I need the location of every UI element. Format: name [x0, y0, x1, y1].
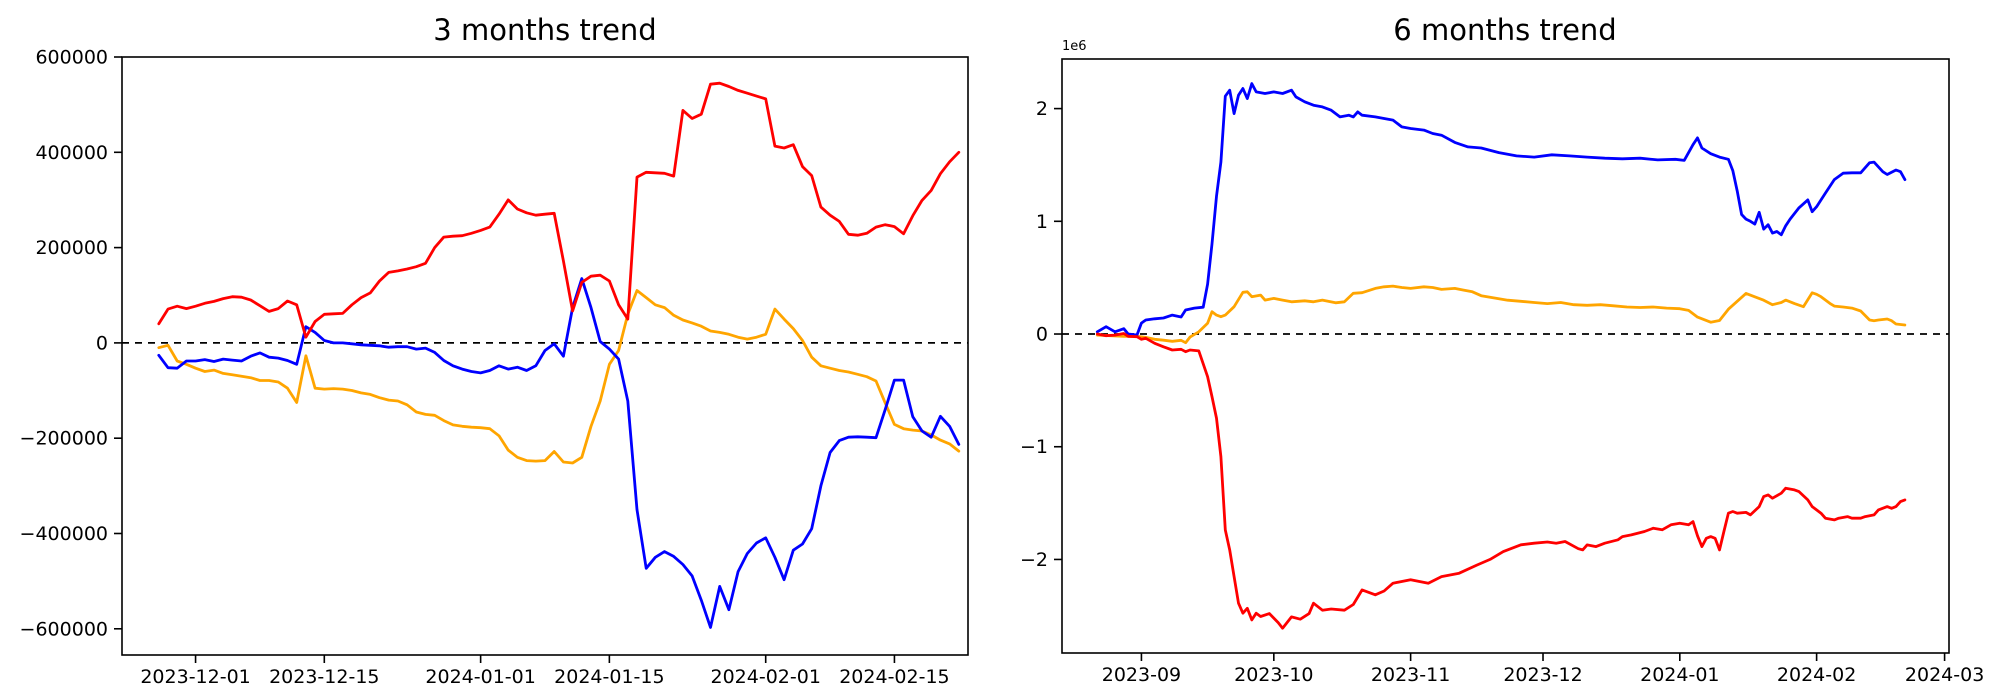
x-tick-label: 2023-09 [1102, 664, 1181, 686]
y-tick-label: −1 [1020, 436, 1048, 458]
axes-3-months-trend: 2023-12-01 2023-12-15 2024-01-01 2024-01-15… [20, 47, 969, 688]
orange-series-line [157, 289, 961, 465]
red-series-line [1095, 332, 1907, 630]
x-tick-label: 2024-01-01 [425, 666, 535, 688]
x-tick-label: 2023-12-15 [269, 666, 379, 688]
x-tick-label: 2024-02-01 [710, 666, 820, 688]
x-tick-label: 2023-12 [1503, 664, 1582, 686]
x-tick-label: 2023-12-01 [140, 666, 250, 688]
blue-series-line [1095, 82, 1907, 337]
y-axis-offset-label-1e6: 1e6 [1062, 39, 1087, 54]
y-tick-label: −2 [1020, 549, 1048, 571]
y-tick-label: 0 [96, 332, 108, 354]
red-series-line [157, 81, 961, 339]
blue-series-line [157, 277, 961, 629]
chart-title-6-months: 6 months trend [1393, 13, 1616, 47]
x-tick-label: 2024-01 [1640, 664, 1719, 686]
x-tick-label: 2023-11 [1371, 664, 1450, 686]
y-tick-label: −400000 [20, 523, 108, 545]
x-tick-label: 2024-02-15 [839, 666, 949, 688]
x-tick-label: 2024-03 [1905, 664, 1984, 686]
chart-title-3-months: 3 months trend [433, 13, 656, 47]
y-tick-label: 2 [1036, 98, 1048, 120]
y-tick-label: 400000 [35, 142, 108, 164]
x-tick-label: 2023-10 [1234, 664, 1313, 686]
y-tick-label: −600000 [20, 618, 108, 640]
y-tick-label: 1 [1036, 211, 1048, 233]
y-tick-label: −200000 [20, 428, 108, 450]
y-tick-label: 200000 [35, 237, 108, 259]
orange-series-line [1095, 284, 1907, 345]
plot-frame [121, 56, 969, 656]
plot-frame [1061, 58, 1950, 654]
y-tick-label: 600000 [35, 47, 108, 69]
axes-6-months-trend: 2023-09 2023-10 2023-11 2023-12 2024-01 2024-… [1020, 58, 1984, 686]
y-tick-label: 0 [1036, 324, 1048, 346]
x-tick-label: 2024-02 [1777, 664, 1856, 686]
x-tick-label: 2024-01-15 [554, 666, 664, 688]
